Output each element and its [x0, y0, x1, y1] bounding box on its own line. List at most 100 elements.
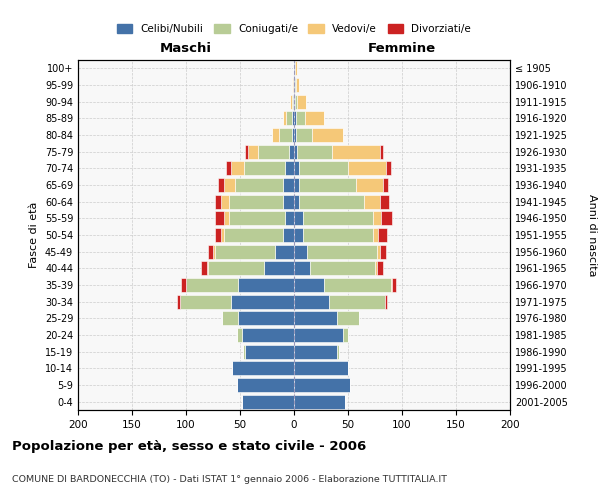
Bar: [329, 294, 385, 308]
Bar: [310, 261, 375, 276]
Bar: [218, 178, 224, 192]
Bar: [215, 211, 224, 226]
Bar: [272, 128, 279, 142]
Bar: [215, 244, 275, 259]
Bar: [235, 178, 283, 192]
Bar: [294, 128, 296, 142]
Bar: [382, 211, 392, 226]
Bar: [294, 78, 295, 92]
Bar: [179, 294, 232, 308]
Bar: [286, 162, 294, 175]
Bar: [294, 94, 295, 109]
Bar: [364, 194, 380, 209]
Bar: [224, 211, 229, 226]
Bar: [380, 244, 386, 259]
Bar: [294, 244, 307, 259]
Bar: [302, 228, 373, 242]
Bar: [292, 78, 293, 92]
Bar: [297, 144, 332, 159]
Bar: [245, 344, 294, 359]
Bar: [229, 211, 286, 226]
Bar: [377, 244, 380, 259]
Bar: [201, 261, 206, 276]
Bar: [242, 328, 294, 342]
Bar: [238, 311, 294, 326]
Bar: [294, 62, 295, 76]
Bar: [380, 194, 389, 209]
Bar: [221, 194, 229, 209]
Bar: [294, 178, 299, 192]
Bar: [242, 394, 294, 409]
Bar: [215, 228, 221, 242]
Bar: [294, 112, 296, 126]
Bar: [232, 361, 294, 376]
Bar: [391, 278, 392, 292]
Bar: [305, 112, 324, 126]
Bar: [295, 78, 296, 92]
Bar: [385, 294, 387, 308]
Bar: [296, 112, 305, 126]
Bar: [373, 211, 382, 226]
Bar: [297, 94, 306, 109]
Bar: [226, 162, 232, 175]
Bar: [294, 144, 297, 159]
Bar: [292, 128, 294, 142]
Bar: [294, 378, 350, 392]
Bar: [294, 294, 329, 308]
Bar: [294, 194, 299, 209]
Bar: [283, 228, 294, 242]
Bar: [215, 194, 221, 209]
Bar: [232, 294, 294, 308]
Bar: [380, 144, 383, 159]
Bar: [294, 344, 337, 359]
Bar: [299, 162, 348, 175]
Bar: [337, 344, 340, 359]
Bar: [289, 144, 294, 159]
Bar: [229, 194, 283, 209]
Bar: [286, 211, 294, 226]
Bar: [294, 261, 310, 276]
Bar: [178, 294, 179, 308]
Text: Popolazione per età, sesso e stato civile - 2006: Popolazione per età, sesso e stato civil…: [12, 440, 366, 453]
Bar: [392, 278, 395, 292]
Bar: [186, 278, 238, 292]
Bar: [208, 244, 213, 259]
Bar: [206, 261, 208, 276]
Bar: [299, 178, 356, 192]
Bar: [294, 361, 348, 376]
Bar: [373, 228, 378, 242]
Bar: [294, 278, 324, 292]
Bar: [356, 178, 383, 192]
Bar: [383, 178, 388, 192]
Bar: [348, 162, 386, 175]
Bar: [283, 112, 286, 126]
Bar: [296, 78, 299, 92]
Bar: [295, 94, 297, 109]
Bar: [386, 162, 391, 175]
Bar: [213, 244, 215, 259]
Legend: Celibi/Nubili, Coniugati/e, Vedovi/e, Divorziati/e: Celibi/Nubili, Coniugati/e, Vedovi/e, Di…: [113, 20, 475, 38]
Bar: [295, 62, 297, 76]
Bar: [283, 194, 294, 209]
Bar: [324, 278, 391, 292]
Bar: [279, 128, 292, 142]
Bar: [292, 94, 293, 109]
Bar: [294, 228, 302, 242]
Bar: [181, 278, 186, 292]
Y-axis label: Fasce di età: Fasce di età: [29, 202, 39, 268]
Bar: [290, 94, 292, 109]
Bar: [294, 211, 302, 226]
Bar: [294, 311, 337, 326]
Bar: [283, 178, 294, 192]
Bar: [313, 128, 343, 142]
Bar: [292, 112, 294, 126]
Bar: [375, 261, 377, 276]
Bar: [232, 162, 244, 175]
Bar: [294, 394, 345, 409]
Bar: [302, 211, 373, 226]
Y-axis label: Anni di nascita: Anni di nascita: [587, 194, 597, 276]
Bar: [224, 228, 283, 242]
Bar: [237, 328, 242, 342]
Text: Maschi: Maschi: [160, 42, 212, 55]
Text: Femmine: Femmine: [368, 42, 436, 55]
